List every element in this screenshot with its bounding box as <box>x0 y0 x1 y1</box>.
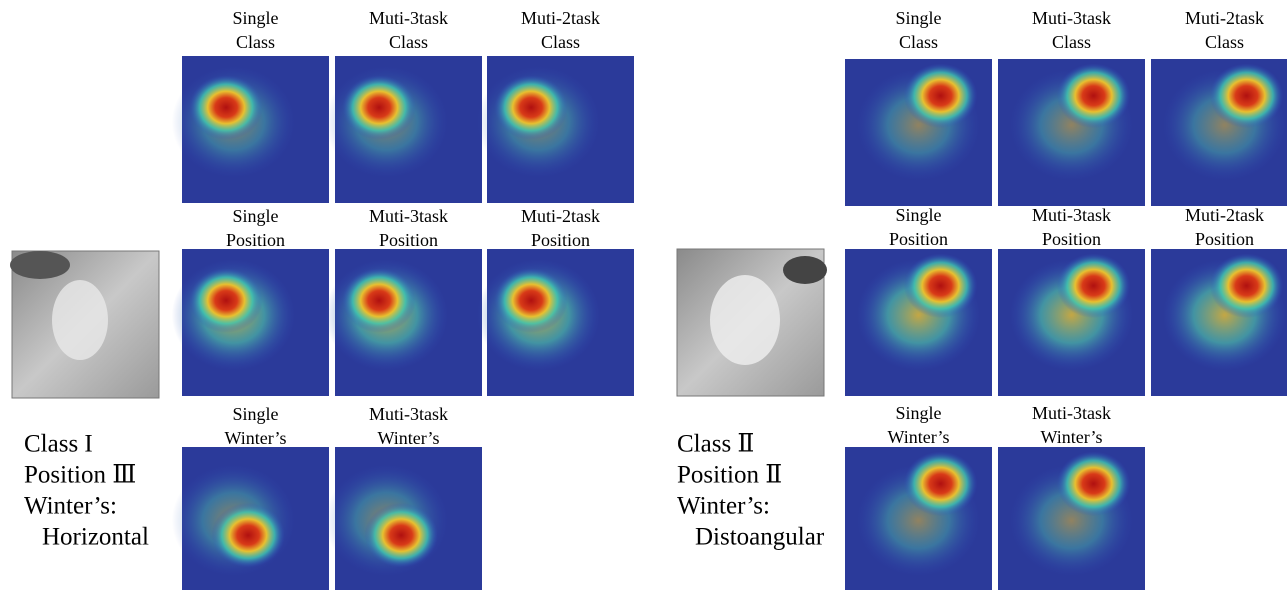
case-label: Distoangular <box>695 524 825 551</box>
caption-line2: Winter’s <box>378 428 440 448</box>
heatmap-hot <box>494 268 568 333</box>
caption-line2: Class <box>1052 32 1091 52</box>
caption-line1: Muti-2task <box>1185 205 1264 225</box>
caption-line1: Muti-3task <box>369 404 448 424</box>
heatmap-hot <box>364 503 438 568</box>
caption-line1: Muti-2task <box>521 206 600 226</box>
case-label: Class Ⅱ <box>677 431 754 458</box>
caption-line2: Winter’s <box>225 428 287 448</box>
caption-line2: Position <box>531 230 590 250</box>
caption-line2: Class <box>236 32 275 52</box>
caption-line1: Single <box>232 206 278 226</box>
heatmap-hot <box>904 451 978 516</box>
caption-line1: Muti-3task <box>1032 205 1111 225</box>
heatmap-hot <box>904 253 978 318</box>
case-label: Position Ⅲ <box>24 462 136 489</box>
heatmap-hot <box>342 75 416 140</box>
caption-line1: Muti-3task <box>1032 8 1111 28</box>
case-label: Winter’s: <box>677 493 770 520</box>
caption-line2: Class <box>389 32 428 52</box>
heatmap-hot <box>1057 63 1131 128</box>
heatmap-hot <box>904 63 978 128</box>
caption-line2: Winter’s <box>1041 427 1103 447</box>
caption-line1: Single <box>232 8 278 28</box>
heatmap-hot <box>211 503 285 568</box>
caption-line2: Position <box>226 230 285 250</box>
caption-line1: Muti-2task <box>521 8 600 28</box>
heatmap-hot <box>342 268 416 333</box>
caption-line1: Single <box>895 403 941 423</box>
caption-line2: Position <box>889 229 948 249</box>
caption-line2: Position <box>379 230 438 250</box>
heatmap-hot <box>494 75 568 140</box>
heatmap-hot <box>1210 253 1284 318</box>
heatmap-hot <box>189 268 263 333</box>
caption-line1: Muti-3task <box>369 8 448 28</box>
heatmap-hot <box>1057 253 1131 318</box>
case-label: Winter’s: <box>24 493 117 520</box>
heatmap-hot <box>1057 451 1131 516</box>
caption-line2: Position <box>1042 229 1101 249</box>
caption-line2: Class <box>541 32 580 52</box>
xray-left <box>10 251 159 398</box>
caption-line1: Muti-2task <box>1185 8 1264 28</box>
xray-right <box>677 249 827 396</box>
heatmap-hot <box>189 75 263 140</box>
caption-line1: Single <box>895 205 941 225</box>
caption-line1: Muti-3task <box>369 206 448 226</box>
figure: Single Class Muti-3task Class Muti-2task Clas… <box>0 0 1287 590</box>
caption-line2: Winter’s <box>888 427 950 447</box>
case-label: Horizontal <box>42 524 149 551</box>
caption-line1: Single <box>232 404 278 424</box>
caption-line1: Muti-3task <box>1032 403 1111 423</box>
heatmap-hot <box>1210 63 1284 128</box>
caption-line2: Class <box>1205 32 1244 52</box>
case-label: Position Ⅱ <box>677 462 782 489</box>
case-label: Class I <box>24 431 93 458</box>
caption-line2: Position <box>1195 229 1254 249</box>
caption-line1: Single <box>895 8 941 28</box>
caption-line2: Class <box>899 32 938 52</box>
